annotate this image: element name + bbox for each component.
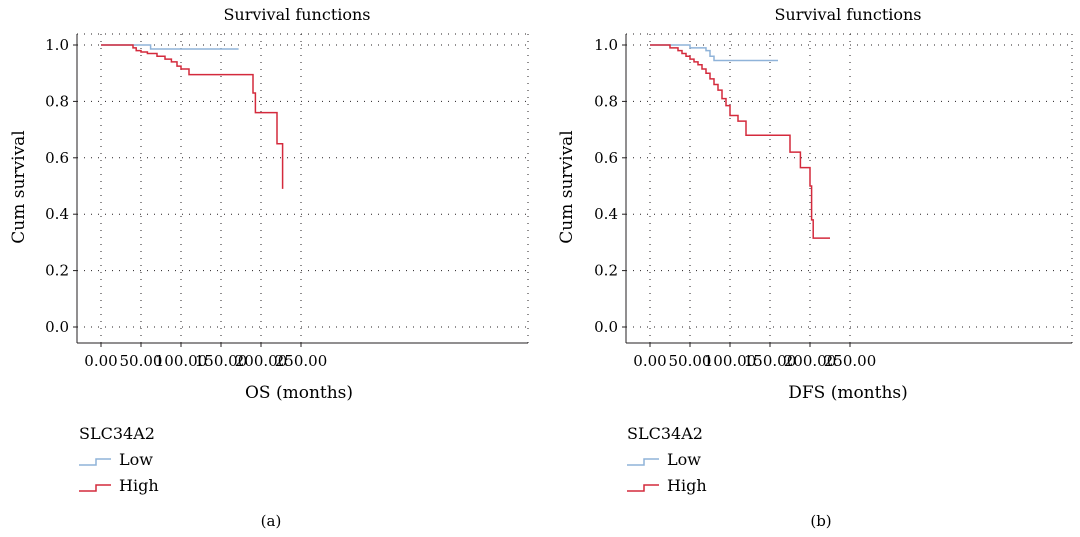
- chart-title: Survival functions: [223, 5, 370, 24]
- x-axis-label: DFS (months): [788, 383, 908, 403]
- y-tick-label: 0.6: [45, 149, 69, 167]
- axes: [622, 34, 1072, 347]
- series-low-line: [650, 44, 778, 62]
- legend-label-low: Low: [667, 450, 701, 469]
- x-tick-label: 50.00: [669, 352, 712, 370]
- x-tick-label: 50.00: [120, 352, 163, 370]
- y-tick-label: 0.0: [594, 318, 618, 336]
- panel-a: Survival functions 0.00 50.00100.00150.00…: [9, 5, 529, 530]
- legend-swatch-high: [627, 484, 659, 492]
- y-tick-label: 0.8: [45, 92, 69, 110]
- grid: [77, 33, 529, 343]
- legend-title: SLC34A2: [627, 424, 703, 443]
- legend-label-high: High: [667, 476, 707, 495]
- x-tick-label: 150.00: [195, 352, 248, 370]
- legend-label-high: High: [119, 476, 159, 495]
- y-tick-label: 0.6: [594, 149, 618, 167]
- legend-label-low: Low: [119, 450, 153, 469]
- y-tick-label: 0.4: [594, 205, 618, 223]
- y-axis-label: Cum survival: [9, 130, 29, 244]
- series-group: [650, 44, 830, 239]
- y-tick-label: 0.2: [45, 262, 69, 280]
- y-tick-label: 1.0: [45, 36, 69, 54]
- x-tick-label: 250.00: [275, 352, 328, 370]
- x-tick-label: 200.00: [784, 352, 837, 370]
- chart-title: Survival functions: [774, 5, 921, 24]
- y-tick-label: 1.0: [594, 36, 618, 54]
- x-tick-label: 0.00: [633, 352, 666, 370]
- y-tick-label: 0.8: [594, 92, 618, 110]
- legend-swatch-high: [79, 484, 111, 492]
- grid: [626, 33, 1073, 343]
- legend-swatch-low: [627, 458, 659, 466]
- axes: [73, 34, 528, 347]
- y-axis-label: Cum survival: [557, 130, 577, 244]
- y-tick-labels: 0.0 0.2 0.4 0.6 0.8 1.0: [594, 36, 618, 336]
- series-high-line: [650, 44, 830, 239]
- x-tick-label: 250.00: [824, 352, 877, 370]
- series-high-line: [101, 44, 284, 189]
- x-axis-label: OS (months): [245, 383, 353, 403]
- x-tick-label: 150.00: [744, 352, 797, 370]
- panel-b: Survival functions 0.00 50.00100.00150.00…: [557, 5, 1073, 530]
- panel-caption: (a): [261, 512, 282, 530]
- x-tick-label: 0.00: [84, 352, 117, 370]
- y-tick-label: 0.0: [45, 318, 69, 336]
- legend-swatch-low: [79, 458, 111, 466]
- legend-title: SLC34A2: [79, 424, 155, 443]
- y-tick-label: 0.4: [45, 205, 69, 223]
- y-tick-labels: 0.0 0.2 0.4 0.6 0.8 1.0: [45, 36, 69, 336]
- x-tick-label: 100.00: [155, 352, 208, 370]
- x-tick-label: 200.00: [235, 352, 288, 370]
- panel-caption: (b): [810, 512, 831, 530]
- y-tick-label: 0.2: [594, 262, 618, 280]
- x-tick-label: 100.00: [704, 352, 757, 370]
- series-group: [101, 44, 284, 189]
